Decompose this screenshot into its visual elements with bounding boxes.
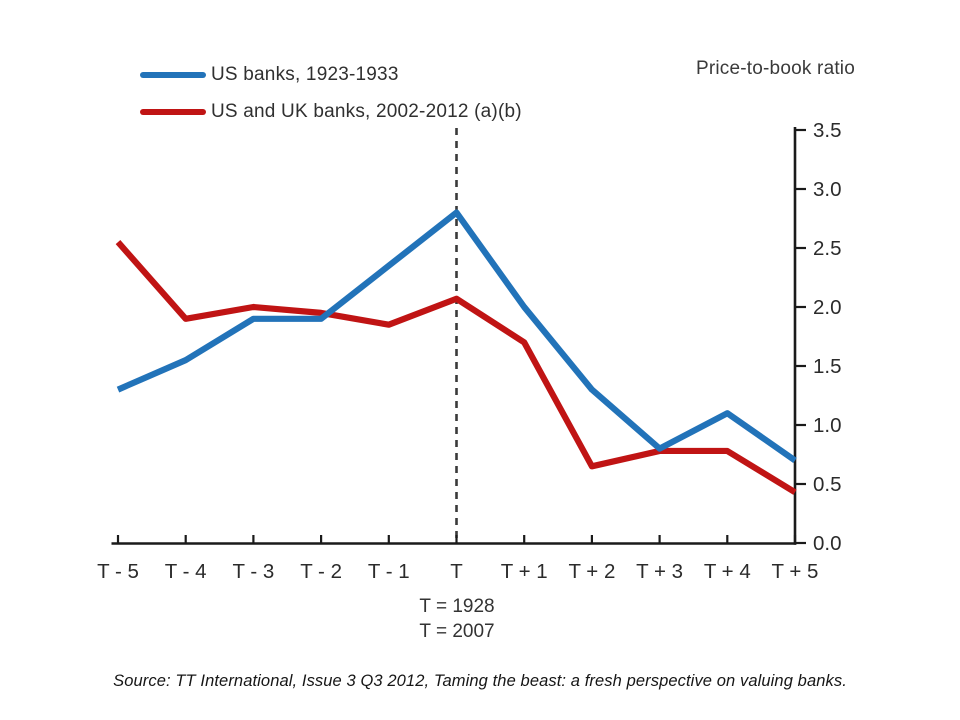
x-axis-tick-label: T + 5 [772,560,819,583]
source-note: Source: TT International, Issue 3 Q3 201… [113,672,847,690]
x-axis-tick-label: T [450,560,463,583]
legend-label: US banks, 1923-1933 [211,63,399,85]
y-axis-tick-label: 0.0 [813,532,842,555]
x-axis-tick-label: T - 3 [233,560,275,583]
t-note-line-2: T = 2007 [419,621,495,642]
legend-swatch-blue [140,71,206,78]
x-axis-tick-label: T + 2 [568,560,615,583]
y-axis-tick-label: 2.5 [813,237,842,260]
chart-legend: US banks, 1923-1933 US and UK banks, 200… [140,56,522,130]
y-axis-tick-label: 1.5 [813,355,842,378]
x-axis-tick-label: T - 4 [165,560,207,583]
x-axis-tick-label: T - 2 [300,560,342,583]
series-line-blue [116,209,797,463]
y-axis-tick-label: 2.0 [813,296,842,319]
x-axis-tick-label: T + 4 [704,560,751,583]
series-line-red [115,240,797,495]
x-axis-tick-label: T - 5 [97,560,139,583]
y-axis-tick-label: 3.5 [813,119,842,142]
y-axis-title: Price-to-book ratio [695,58,855,79]
legend-swatch-red [140,108,206,115]
t-definition-note: T = 1928 T = 2007 [367,594,547,644]
y-axis-tick-label: 3.0 [813,178,842,201]
legend-item-us-banks-1923: US banks, 1923-1933 [140,56,522,93]
x-axis-tick-label: T + 1 [501,560,548,583]
x-axis-tick-label: T - 1 [368,560,410,583]
legend-item-us-uk-banks-2002: US and UK banks, 2002-2012 (a)(b) [140,93,522,130]
y-axis-tick-label: 1.0 [813,414,842,437]
legend-label: US and UK banks, 2002-2012 (a)(b) [211,100,522,122]
y-axis-tick-label: 0.5 [813,473,842,496]
t-note-line-1: T = 1928 [419,596,495,617]
x-axis-tick-label: T + 3 [636,560,683,583]
